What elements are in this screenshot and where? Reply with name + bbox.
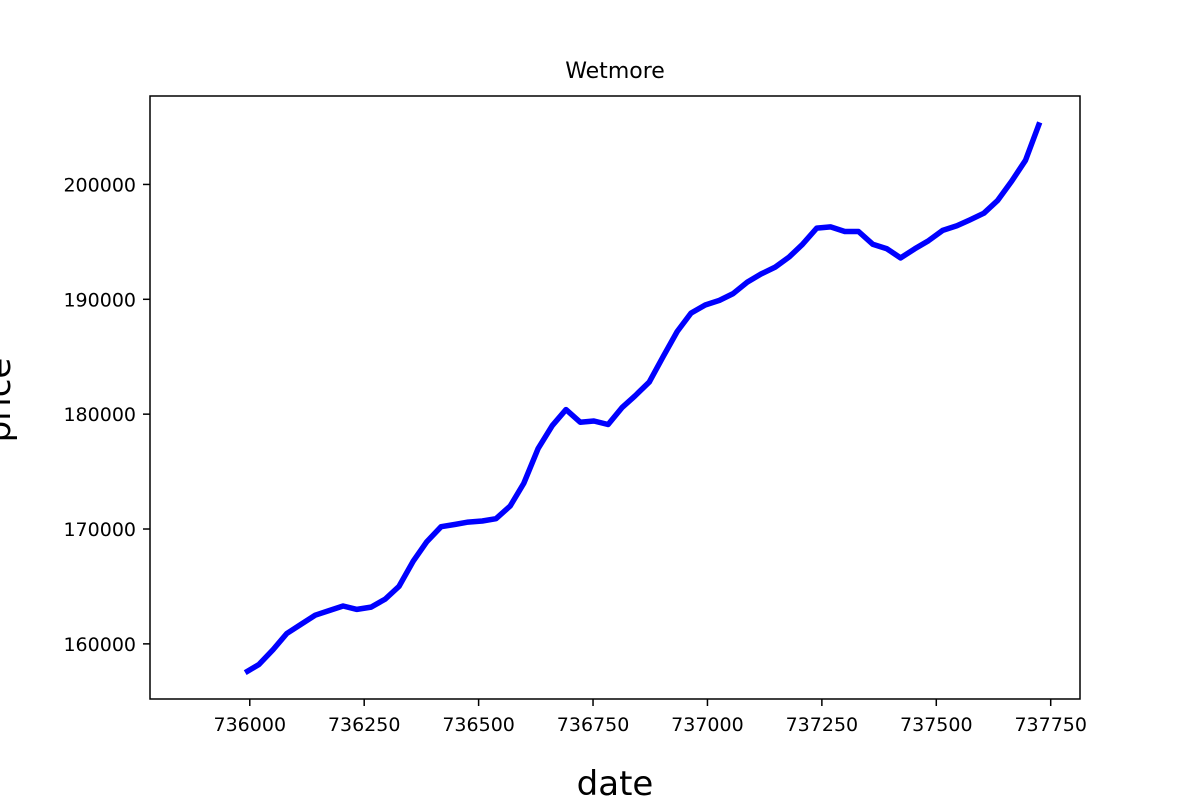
x-tick-label: 737000 — [671, 714, 744, 736]
x-axis-label: date — [577, 764, 654, 800]
x-tick-label: 737750 — [1014, 714, 1087, 736]
x-tick-label: 736750 — [557, 714, 630, 736]
x-tick-label: 736250 — [328, 714, 401, 736]
x-tick-label: 737500 — [900, 714, 973, 736]
y-tick-label: 170000 — [63, 519, 136, 541]
x-tick-label: 736000 — [214, 714, 287, 736]
y-tick-label: 190000 — [63, 289, 136, 311]
y-tick-label: 180000 — [63, 404, 136, 426]
x-tick-label: 737250 — [786, 714, 859, 736]
price-series-line — [243, 121, 1043, 675]
y-axis-label: price — [0, 358, 19, 443]
y-tick-label: 200000 — [63, 174, 136, 196]
y-tick-label: 160000 — [63, 634, 136, 656]
chart-title: Wetmore — [565, 59, 665, 84]
series-layer — [243, 121, 1043, 675]
plot-area-frame — [149, 95, 1081, 700]
x-axis-ticks: 736000 736250 736500 736750 737000 737250 7375… — [214, 699, 1087, 736]
y-axis-ticks: 160000 170000 180000 190000 200000 — [63, 174, 150, 656]
x-tick-label: 736500 — [442, 714, 515, 736]
